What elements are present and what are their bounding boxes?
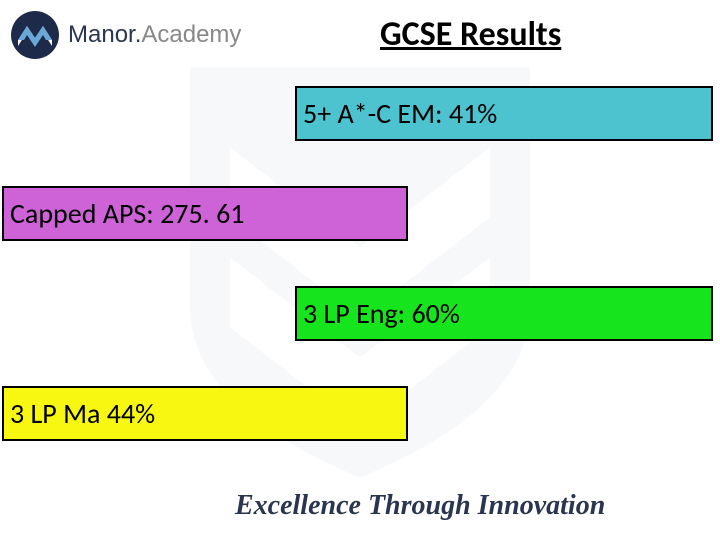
logo: Manor.Academy [10,10,241,60]
logo-text-part1: Manor. [68,21,141,48]
stat-box-3lp-ma: 3 LP Ma 44% [2,386,408,441]
footer-tagline: Excellence Through Innovation [235,490,605,522]
logo-icon [10,10,60,60]
logo-circle [11,11,59,59]
stat-box-5plus: 5+ A*-C EM: 41% [295,86,713,141]
stat-box-capped-aps: Capped APS: 275. 61 [2,186,408,241]
logo-text: Manor.Academy [68,21,241,49]
page-title: GCSE Results [380,14,561,55]
logo-text-part2: Academy [141,21,241,48]
stat-box-3lp-eng: 3 LP Eng: 60% [295,286,713,341]
